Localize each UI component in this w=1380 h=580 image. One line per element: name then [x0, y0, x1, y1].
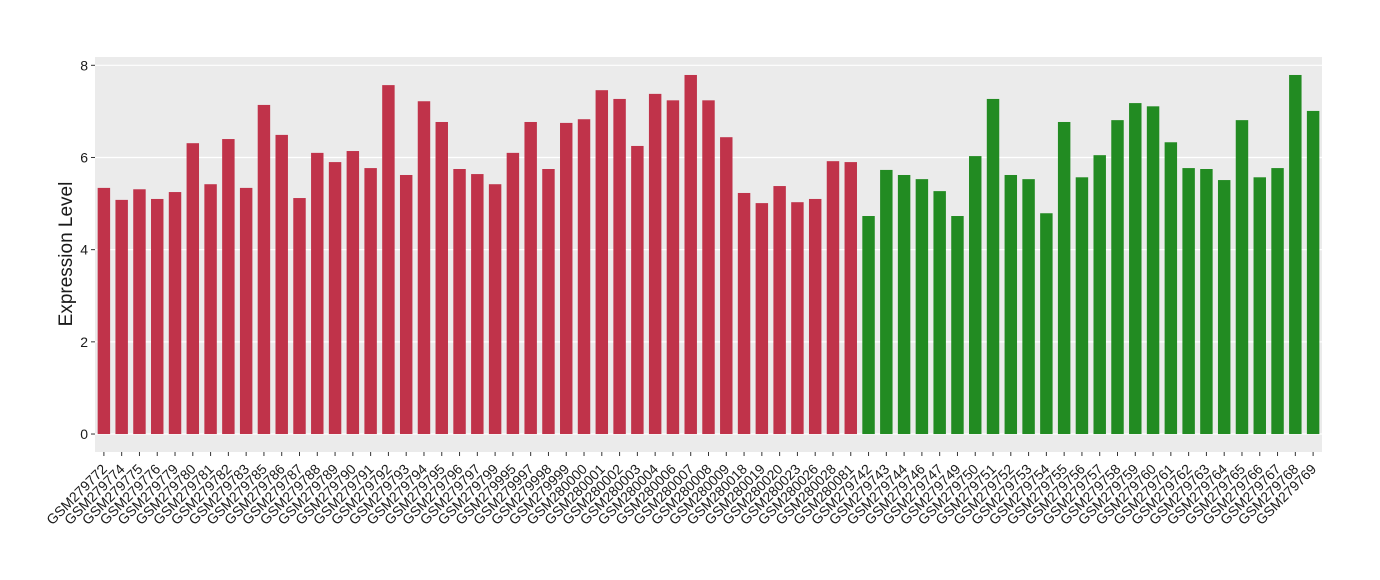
- y-tick-label: 2: [80, 334, 88, 350]
- bar: [133, 189, 146, 435]
- bar: [826, 161, 840, 435]
- y-axis-label: Expression Level: [56, 182, 77, 327]
- bar: [471, 174, 484, 435]
- bar: [328, 162, 342, 435]
- bar: [1057, 121, 1071, 435]
- bar: [560, 122, 573, 435]
- bar: [613, 98, 626, 435]
- bar: [1129, 103, 1142, 435]
- y-tick-label: 8: [80, 57, 88, 73]
- bar: [382, 85, 395, 435]
- bar: [293, 198, 306, 435]
- y-tick-label: 4: [80, 242, 88, 258]
- bar: [1164, 142, 1178, 435]
- bar: [595, 90, 609, 435]
- bar: [1004, 174, 1018, 435]
- bar: [364, 168, 377, 435]
- bar: [488, 184, 502, 435]
- bar: [257, 104, 271, 435]
- bar: [1093, 155, 1106, 435]
- bar: [1235, 120, 1249, 435]
- bar: [666, 100, 680, 435]
- bar: [755, 203, 769, 435]
- bar: [239, 187, 253, 435]
- bar: [844, 162, 857, 435]
- bar: [186, 143, 200, 435]
- bar: [1289, 74, 1302, 435]
- bar: [1253, 177, 1266, 435]
- bar: [524, 121, 537, 435]
- bar: [1040, 213, 1053, 435]
- bar: [1217, 180, 1231, 435]
- bar: [933, 191, 946, 435]
- bar: [1111, 120, 1124, 435]
- bar: [897, 174, 911, 435]
- bar: [151, 198, 164, 435]
- bar: [1200, 169, 1213, 435]
- bar: [1306, 110, 1320, 435]
- bar: [346, 151, 360, 435]
- bar: [791, 202, 804, 435]
- bar: [951, 216, 964, 435]
- bar: [862, 216, 875, 435]
- bar: [399, 174, 413, 435]
- bar: [1146, 106, 1160, 435]
- bar: [1022, 179, 1035, 435]
- bar: [435, 121, 448, 435]
- bar: [648, 93, 662, 435]
- bar: [631, 145, 644, 435]
- bar: [222, 139, 235, 435]
- bar: [453, 169, 466, 435]
- y-tick-label: 0: [80, 426, 88, 442]
- bar: [986, 98, 1000, 435]
- bar: [702, 100, 715, 435]
- y-tick-label: 6: [80, 149, 88, 165]
- bar: [684, 74, 697, 435]
- bar: [275, 134, 288, 435]
- bar: [506, 152, 520, 435]
- bar: [311, 152, 324, 435]
- bar: [417, 101, 431, 435]
- bar: [577, 119, 591, 435]
- bar: [168, 192, 182, 435]
- bar: [204, 184, 217, 435]
- bar: [97, 187, 111, 435]
- bar: [720, 137, 733, 435]
- bar: [915, 179, 929, 435]
- bar: [808, 198, 822, 435]
- bar: [1182, 168, 1195, 435]
- bar: [969, 156, 982, 435]
- bar: [542, 169, 555, 435]
- bar: [1271, 168, 1284, 435]
- bar: [1075, 177, 1089, 435]
- bar: [115, 199, 128, 435]
- bar: [773, 186, 786, 435]
- bar: [737, 192, 751, 435]
- bar: [880, 169, 893, 435]
